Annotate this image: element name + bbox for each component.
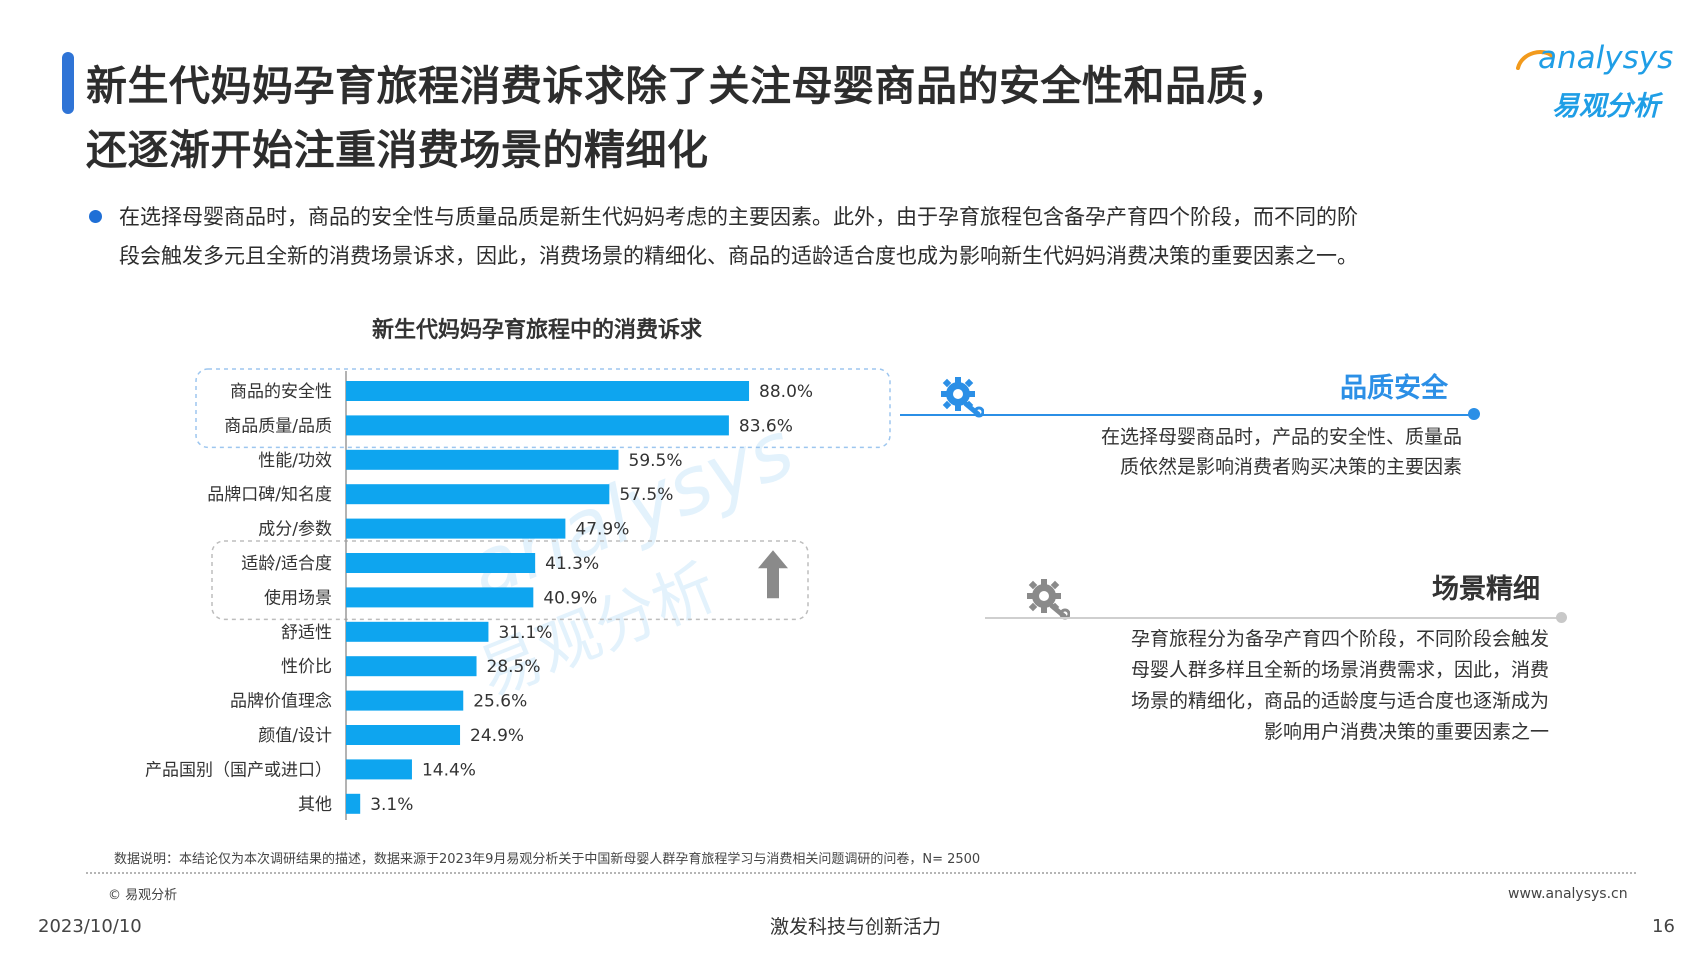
arrow-up-icon (758, 550, 788, 599)
category-label: 商品的安全性 (230, 382, 332, 402)
bar (346, 587, 534, 608)
logo-text-cn: 易观分析 (1552, 91, 1660, 122)
value-label: 25.6% (473, 692, 527, 712)
value-label: 83.6% (739, 416, 793, 436)
bar (346, 793, 361, 814)
page-title-line-2: 还逐渐开始注重消费场景的精细化 (86, 126, 709, 174)
website-link[interactable]: www.analysys.cn (1508, 886, 1628, 902)
report-date: 2023/10/10 (38, 916, 142, 937)
scene-note-line: 场景的精细化，商品的适龄度与适合度也逐渐成为 (1130, 690, 1549, 712)
scene-note-line: 孕育旅程分为备孕产育四个阶段，不同阶段会触发 (1130, 628, 1549, 650)
logo-arc-icon (1516, 50, 1554, 70)
quality-heading: 品质安全 (1340, 373, 1448, 404)
data-source-note: 数据说明：本结论仅为本次调研结果的描述，数据来源于2023年9月易观分析关于中国… (114, 852, 981, 867)
bar (346, 690, 464, 711)
category-label: 颜值/设计 (258, 726, 332, 746)
value-label: 14.4% (422, 760, 476, 780)
value-label: 31.1% (498, 623, 552, 643)
quality-note-line: 质依然是影响消费者购买决策的主要因素 (1119, 456, 1462, 478)
title-accent-bar (62, 52, 74, 114)
category-label: 性能/功效 (258, 451, 332, 471)
value-label: 57.5% (619, 485, 673, 505)
scene-divider-line (985, 617, 1561, 619)
bar (346, 725, 461, 745)
analysys-logo: analysys 易观分析 (1510, 40, 1690, 130)
chart-title: 新生代妈妈孕育旅程中的消费诉求 (372, 318, 703, 343)
scene-note-line: 影响用户消费决策的重要因素之一 (1263, 721, 1549, 743)
highlight-box-scene (211, 540, 809, 621)
bar (346, 518, 566, 539)
scene-divider-dot (1556, 612, 1567, 623)
category-label: 使用场景 (264, 587, 332, 608)
value-label: 88.0% (759, 382, 813, 402)
scene-note-line: 母婴人群多样且全新的场景消费需求，因此，消费 (1130, 659, 1549, 681)
quality-note-line: 在选择母婴商品时，产品的安全性、质量品 (1100, 426, 1462, 448)
footer-divider (86, 872, 1636, 874)
category-label: 成分/参数 (258, 520, 332, 540)
intro-text-line-1: 在选择母婴商品时，商品的安全性与质量品质是新生代妈妈考虑的主要因素。此外，由于孕… (119, 205, 1358, 229)
category-label: 适龄/适合度 (241, 554, 332, 574)
bar (346, 656, 477, 677)
value-label: 40.9% (543, 588, 597, 608)
category-label: 其他 (298, 795, 332, 815)
value-label: 28.5% (487, 657, 541, 677)
bar (346, 381, 750, 401)
gear-wrench-icon (1027, 579, 1070, 620)
value-label: 41.3% (545, 554, 599, 574)
quality-divider-line (900, 414, 1474, 416)
category-label: 品牌价值理念 (230, 691, 332, 712)
value-label: 24.9% (470, 726, 524, 746)
bar (346, 621, 489, 642)
quality-divider-dot (1468, 408, 1480, 420)
scene-heading: 场景精细 (1432, 574, 1540, 605)
value-label: 3.1% (370, 795, 413, 815)
page-number: 16 (1652, 916, 1675, 937)
gear-wrench-icon (941, 377, 984, 418)
highlight-box-quality (195, 368, 891, 449)
category-label: 性价比 (281, 657, 332, 677)
bullet-dot (89, 210, 102, 223)
bar (346, 484, 610, 505)
bar (346, 449, 619, 470)
category-label: 商品质量/品质 (224, 416, 332, 436)
bar (346, 415, 729, 436)
footer-slogan: 激发科技与创新活力 (770, 916, 942, 938)
intro-text-line-2: 段会触发多元且全新的消费场景诉求，因此，消费场景的精细化、商品的适龄适合度也成为… (119, 244, 1358, 268)
value-label: 47.9% (575, 520, 629, 540)
category-label: 品牌口碑/知名度 (207, 485, 332, 505)
logo-text-en: analysys (1538, 40, 1674, 76)
copyright-text: © 易观分析 (108, 888, 178, 903)
category-label: 产品国别（国产或进口） (145, 760, 332, 780)
bar (346, 759, 412, 780)
value-label: 59.5% (629, 451, 683, 471)
bar (346, 553, 536, 573)
page-title-line-1: 新生代妈妈孕育旅程消费诉求除了关注母婴商品的安全性和品质， (86, 62, 1290, 110)
category-label: 舒适性 (281, 623, 332, 643)
